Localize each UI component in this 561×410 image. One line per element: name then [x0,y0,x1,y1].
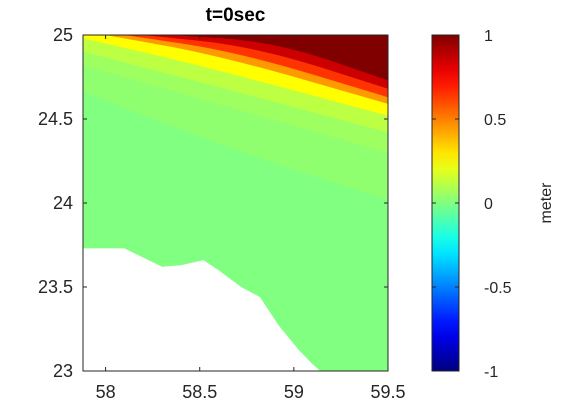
x-tick-label: 59.5 [370,382,405,402]
x-axis: 58 58.5 59 59.5 [96,35,406,402]
y-tick-label: 24.5 [38,109,73,129]
wave-height-field [83,35,388,371]
colorbar-tick-label: -0.5 [484,280,512,297]
y-tick-label: 24 [53,193,73,213]
y-tick-label: 23.5 [38,277,73,297]
y-tick-label: 23 [53,361,73,381]
x-tick-label: 59 [284,382,304,402]
x-tick-label: 58.5 [182,382,217,402]
colorbar-label: meter [538,182,555,224]
field-band-7 [83,35,388,81]
land-mask [83,248,321,371]
colorbar-tick-label: 0.5 [484,112,506,129]
y-axis: 23 23.5 24 24.5 25 [38,25,388,381]
colorbar-tick-label: -1 [484,364,498,381]
colorbar-ticks: -1 -0.5 0 0.5 1 [432,28,512,381]
colorbar-tick-label: 1 [484,28,493,45]
y-tick-label: 25 [53,25,73,45]
chart-title: t=0sec [206,5,266,26]
colorbar-gradient [432,35,459,371]
colorbar-tick-label: 0 [484,196,493,213]
plot-area: 58 58.5 59 59.5 23 23.5 24 24.5 25 [38,25,406,402]
colorbar: -1 -0.5 0 0.5 1 meter [431,28,555,381]
x-tick-label: 58 [96,382,116,402]
